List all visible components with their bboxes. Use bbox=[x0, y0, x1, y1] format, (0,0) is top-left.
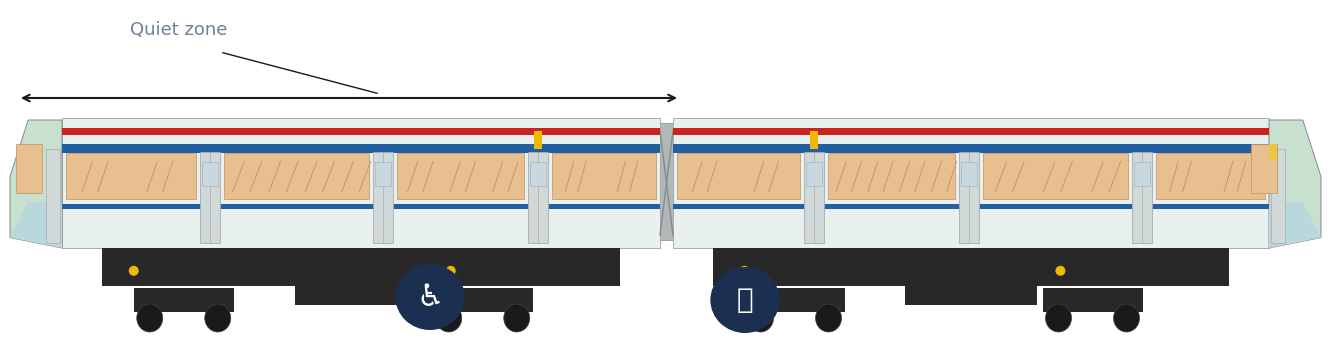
Polygon shape bbox=[1269, 202, 1321, 248]
Ellipse shape bbox=[205, 304, 231, 332]
Bar bbox=[1042, 288, 1142, 312]
Bar bbox=[810, 131, 818, 149]
Bar bbox=[67, 153, 196, 199]
Bar bbox=[1250, 144, 1277, 193]
Bar bbox=[958, 152, 978, 243]
Bar bbox=[905, 282, 1037, 305]
Bar bbox=[982, 153, 1128, 199]
Bar bbox=[200, 152, 220, 243]
Bar bbox=[224, 153, 369, 199]
Bar bbox=[1156, 153, 1265, 199]
Text: ♿: ♿ bbox=[416, 282, 444, 312]
Text: Quiet zone: Quiet zone bbox=[131, 21, 228, 39]
Ellipse shape bbox=[396, 264, 465, 330]
Bar bbox=[677, 153, 800, 199]
Ellipse shape bbox=[710, 267, 780, 333]
Ellipse shape bbox=[1045, 304, 1072, 332]
Bar bbox=[528, 152, 548, 243]
Bar bbox=[1269, 144, 1277, 160]
Circle shape bbox=[1056, 266, 1065, 276]
Bar bbox=[673, 118, 1269, 248]
Bar bbox=[201, 162, 217, 186]
Bar bbox=[673, 128, 1269, 135]
Bar bbox=[828, 153, 954, 199]
Bar bbox=[63, 118, 660, 248]
Bar bbox=[961, 162, 977, 186]
Bar bbox=[63, 144, 660, 153]
Circle shape bbox=[740, 266, 749, 276]
Bar bbox=[535, 131, 543, 149]
Ellipse shape bbox=[1113, 304, 1140, 332]
Bar bbox=[133, 288, 233, 312]
Bar bbox=[16, 144, 43, 193]
Text: 🚲: 🚲 bbox=[737, 286, 753, 314]
Bar bbox=[713, 248, 1229, 286]
Bar bbox=[63, 204, 660, 209]
Polygon shape bbox=[1269, 120, 1321, 248]
Bar bbox=[806, 162, 822, 186]
Bar bbox=[397, 153, 524, 199]
Ellipse shape bbox=[504, 304, 529, 332]
Bar bbox=[552, 153, 656, 199]
Bar bbox=[673, 204, 1269, 209]
Bar bbox=[660, 123, 673, 240]
Bar bbox=[433, 288, 533, 312]
Ellipse shape bbox=[436, 304, 461, 332]
Bar bbox=[745, 288, 845, 312]
Bar bbox=[63, 128, 660, 135]
Bar bbox=[531, 162, 547, 186]
Polygon shape bbox=[11, 120, 63, 248]
Ellipse shape bbox=[816, 304, 841, 332]
Bar bbox=[375, 162, 391, 186]
Bar bbox=[295, 282, 427, 305]
Polygon shape bbox=[11, 202, 63, 248]
Bar bbox=[1270, 149, 1285, 243]
Bar bbox=[804, 152, 824, 243]
Circle shape bbox=[445, 266, 456, 276]
Bar bbox=[103, 248, 620, 286]
Bar bbox=[1132, 152, 1152, 243]
Ellipse shape bbox=[137, 304, 163, 332]
Bar bbox=[1134, 162, 1150, 186]
Circle shape bbox=[129, 266, 139, 276]
Bar bbox=[47, 149, 60, 243]
Ellipse shape bbox=[748, 304, 773, 332]
Bar bbox=[673, 144, 1269, 153]
Bar bbox=[373, 152, 393, 243]
